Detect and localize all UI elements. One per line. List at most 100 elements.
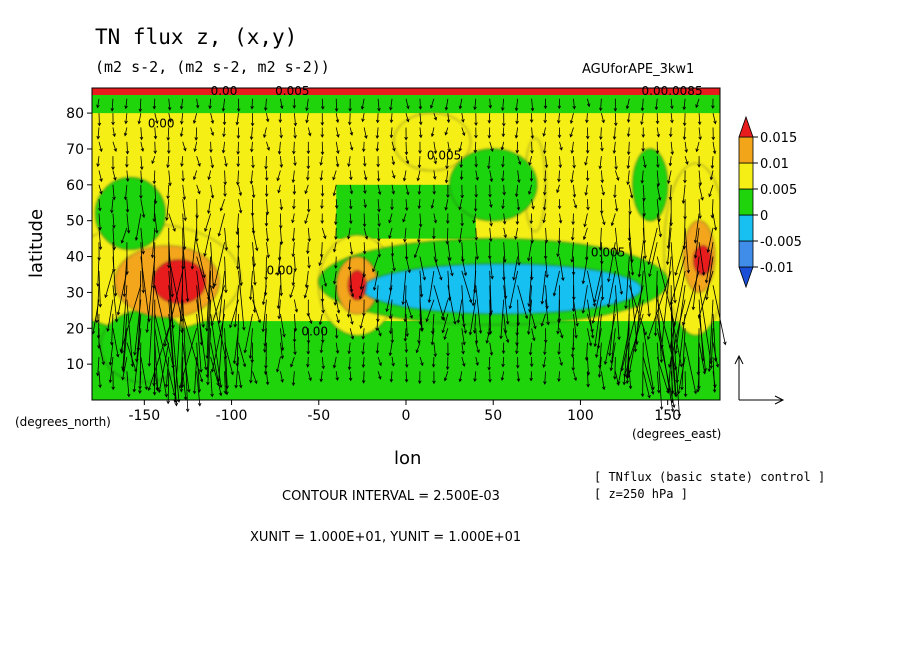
vector-arrow <box>210 156 215 169</box>
vector-arrow <box>600 184 605 196</box>
vector-arrow <box>98 227 103 251</box>
vector-arrow <box>363 170 368 181</box>
vector-arrow <box>583 213 588 228</box>
vector-arrow <box>468 299 477 336</box>
vector-arrow <box>487 356 491 371</box>
vector-arrow <box>459 156 464 169</box>
vector-arrow <box>348 98 352 112</box>
vector-arrow <box>265 371 270 386</box>
vector-arrow <box>670 242 677 304</box>
vector-arrow <box>125 141 130 155</box>
vector-arrow <box>335 342 340 355</box>
vector-arrow <box>219 199 225 212</box>
vector-arrow <box>318 313 323 326</box>
vector-arrow <box>140 356 149 391</box>
vector-arrow <box>571 328 576 352</box>
vector-arrow <box>205 270 212 360</box>
chart-title: TN flux z, (x,y) <box>95 25 298 49</box>
vector-arrow <box>403 227 407 243</box>
vector-arrow <box>706 227 714 254</box>
vector-arrow <box>157 342 170 394</box>
vector-arrow <box>531 313 537 330</box>
vector-arrow <box>163 270 184 348</box>
vector-arrow <box>418 113 423 126</box>
vector-arrow <box>698 184 704 201</box>
vector-arrow <box>108 342 114 366</box>
vector-arrow <box>557 285 561 324</box>
vector-arrow <box>517 170 521 184</box>
vector-arrow <box>642 156 647 169</box>
vector-arrow <box>558 213 563 224</box>
vector-arrow <box>151 242 156 290</box>
vector-arrow <box>418 141 422 154</box>
vector-arrow <box>306 141 311 155</box>
vector-arrow <box>196 242 206 279</box>
vector-arrow <box>626 141 631 156</box>
vector-arrow <box>362 156 367 167</box>
vector-arrow <box>572 270 576 301</box>
vector-arrow <box>277 141 282 155</box>
vector-arrow <box>626 170 630 186</box>
vector-arrow <box>514 127 519 139</box>
colorbar-swatch <box>738 214 754 242</box>
vector-arrow <box>447 141 451 153</box>
vector-arrow <box>711 127 716 141</box>
vector-arrow <box>126 213 131 234</box>
vector-arrow <box>608 299 616 357</box>
vector-units: XUNIT = 1.000E+01, YUNIT = 1.000E+01 <box>250 530 522 545</box>
vector-arrow <box>698 285 713 365</box>
vector-arrow <box>683 170 687 184</box>
vector-arrow <box>446 184 450 199</box>
vector-arrow <box>181 227 185 270</box>
vector-arrow <box>121 328 128 373</box>
vector-arrow <box>182 213 187 251</box>
vector-arrow <box>236 156 241 168</box>
vector-arrow <box>335 141 340 155</box>
vector-arrow <box>250 98 254 110</box>
vector-arrow <box>390 199 394 211</box>
vector-arrow <box>656 127 661 138</box>
vector-arrow <box>319 371 324 383</box>
vector-arrow <box>418 213 423 228</box>
vector-arrow <box>347 356 352 371</box>
vector-arrow <box>633 270 644 353</box>
vector-arrow <box>628 199 632 215</box>
vector-arrow <box>600 213 606 226</box>
vector-arrow <box>697 156 701 168</box>
vector-arrow <box>320 127 325 138</box>
field-feature-9 <box>632 148 669 222</box>
vector-arrow <box>210 371 214 398</box>
vector-arrow <box>95 285 100 324</box>
vector-arrow <box>693 227 700 259</box>
vector-arrow <box>572 98 576 110</box>
vector-arrow <box>112 227 116 251</box>
vector-arrow <box>334 199 339 209</box>
vector-arrow <box>180 113 184 125</box>
vector-arrow <box>361 371 366 384</box>
vector-arrow <box>529 170 534 182</box>
vector-arrow <box>684 227 691 274</box>
vector-arrow <box>375 342 380 355</box>
vector-arrow <box>584 184 588 196</box>
vector-arrow <box>192 170 198 181</box>
vector-arrow <box>221 98 226 112</box>
vector-arrow <box>660 256 672 349</box>
vector-arrow <box>377 356 382 367</box>
vector-arrow <box>543 98 548 110</box>
vector-arrow <box>489 170 494 183</box>
vector-arrow <box>334 227 338 240</box>
vector-arrow <box>223 371 228 395</box>
vector-arrow <box>111 113 115 126</box>
vector-arrow <box>391 170 396 179</box>
vector-arrow <box>377 213 381 228</box>
vector-arrow <box>593 299 602 348</box>
vector-arrow <box>600 113 605 124</box>
vector-arrow <box>585 127 590 140</box>
vector-arrow <box>404 242 409 261</box>
vector-arrow <box>707 299 714 373</box>
vector-arrow <box>166 371 170 405</box>
vector-arrow <box>417 184 422 195</box>
vector-arrow <box>697 270 714 319</box>
vector-arrow <box>112 127 116 138</box>
vector-arrow <box>251 156 255 169</box>
